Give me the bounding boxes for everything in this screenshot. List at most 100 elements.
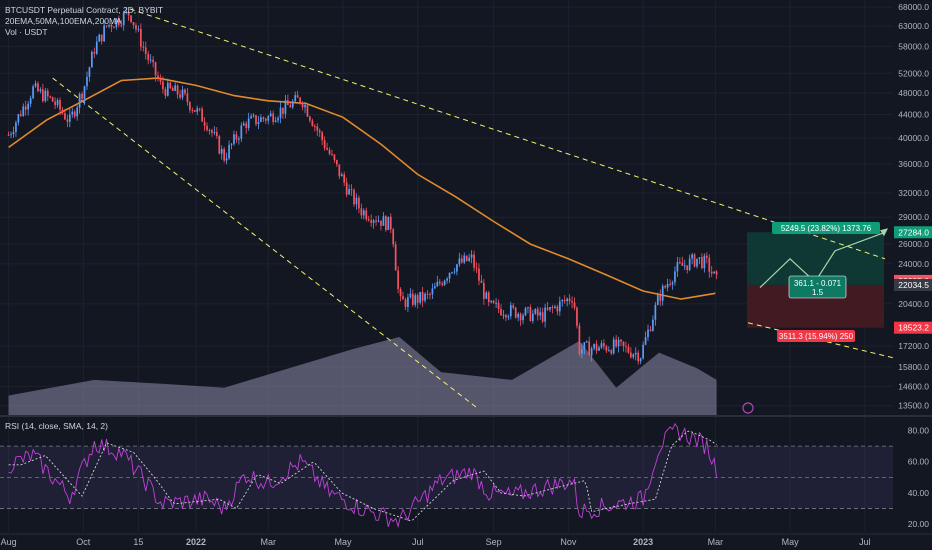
candle-body [240, 125, 243, 139]
candle-body [362, 210, 365, 216]
candle-body [571, 301, 573, 303]
candle-body [247, 118, 250, 129]
candle-body [380, 220, 382, 226]
candle-body [429, 294, 431, 296]
candle-body [698, 257, 701, 259]
price-tick-label: 58000.0 [898, 41, 929, 51]
candle-body [593, 343, 595, 349]
candle-body [140, 28, 142, 47]
candle-body [411, 293, 414, 305]
candle-body [331, 153, 333, 155]
candles [7, 7, 718, 365]
candle-body [142, 46, 145, 48]
rsi-legend[interactable]: RSI (14, close, SMA, 14, 2) [5, 421, 108, 431]
stop-label: 3511.3 (15.94%) 250 [779, 332, 854, 341]
grid [0, 0, 893, 532]
price-tick-label: 26000.0 [898, 239, 929, 249]
volume-legend[interactable]: Vol · USDT [5, 27, 48, 37]
candle-body [534, 309, 537, 314]
rsi-tick-label: 20.00 [908, 519, 930, 529]
candle-body [22, 106, 25, 116]
candle-body [105, 25, 108, 27]
candle-body [174, 85, 177, 91]
candle-body [696, 258, 698, 267]
price-tick-label: 44000.0 [898, 109, 929, 119]
candle-body [110, 24, 113, 28]
price-tag-label: 18523.2 [898, 323, 929, 333]
candle-body [500, 308, 502, 316]
rsi-tick-label: 80.00 [908, 425, 930, 435]
candle-body [701, 257, 703, 269]
candle-body [394, 244, 397, 271]
candle-body [71, 111, 74, 115]
candle-body [225, 158, 228, 161]
candle-body [208, 130, 211, 132]
candle-body [311, 120, 314, 127]
rsi-signal-line [8, 430, 717, 522]
candle-body [375, 220, 377, 222]
candle-body [419, 291, 422, 303]
candle-body [279, 107, 282, 118]
candle-body [166, 82, 169, 96]
candle-body [228, 144, 230, 159]
candle-body [524, 308, 527, 316]
candle-body [250, 116, 252, 119]
candle-body [260, 117, 262, 122]
candle-body [296, 95, 299, 98]
ratio-label-line2: 1.5 [812, 288, 824, 297]
candle-body [215, 131, 218, 137]
projection-arrow [880, 228, 888, 237]
candle-body [620, 339, 622, 342]
candle-body [416, 295, 419, 303]
candle-body [29, 98, 32, 104]
candle-body [622, 341, 625, 347]
candle-body [198, 108, 201, 110]
candle-body [669, 284, 671, 286]
time-tick-label: Jul [859, 537, 871, 547]
candle-body [120, 24, 123, 26]
candle-body [66, 119, 69, 122]
ma-legend[interactable]: 20EMA,50MA,100EMA,200MA [5, 16, 122, 26]
candle-body [223, 148, 226, 161]
candle-body [681, 262, 684, 266]
candle-body [132, 22, 135, 26]
stop-label-bg [777, 330, 855, 342]
candle-body [176, 85, 179, 95]
candle-body [404, 299, 407, 308]
candle-body [703, 255, 706, 269]
candle-body [108, 24, 110, 27]
candle-body [629, 352, 632, 358]
candle-body [585, 341, 588, 343]
candle-body [639, 358, 642, 362]
candle-body [603, 343, 605, 347]
candle-body [238, 138, 240, 140]
symbol-legend[interactable]: BTCUSDT Perpetual Contract, 2D, BYBIT [5, 5, 164, 15]
candle-body [191, 109, 194, 111]
candle-body [446, 278, 448, 281]
candle-body [323, 140, 326, 149]
candle-body [453, 271, 456, 273]
candle-body [532, 313, 534, 321]
candle-body [539, 312, 542, 316]
candle-body [348, 189, 350, 195]
candle-body [549, 307, 551, 310]
candle-body [39, 89, 42, 92]
position-tool[interactable]: 5249.5 (23.82%) 1373.76 3511.3 (15.94%) 2… [759, 222, 888, 342]
candle-body [95, 41, 98, 54]
candle-body [492, 300, 495, 303]
candle-body [637, 352, 640, 362]
candle-body [558, 301, 561, 312]
candle-body [556, 306, 559, 312]
candle-body [370, 220, 373, 223]
candle-body [338, 164, 341, 177]
candle-body [193, 110, 196, 112]
candle-body [326, 148, 328, 150]
candle-body [301, 102, 304, 108]
candle-body [468, 257, 471, 261]
candle-body [152, 59, 154, 63]
candle-body [340, 174, 343, 177]
candle-body [68, 114, 71, 122]
price-tag-bg [894, 278, 932, 291]
candle-body [389, 216, 392, 230]
candle-body [291, 101, 294, 108]
